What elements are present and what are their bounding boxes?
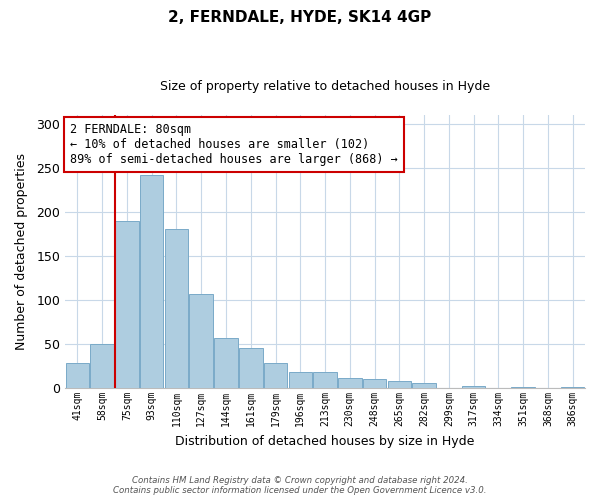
X-axis label: Distribution of detached houses by size in Hyde: Distribution of detached houses by size …	[175, 434, 475, 448]
Bar	[412, 383, 436, 388]
Bar	[313, 372, 337, 388]
Y-axis label: Number of detached properties: Number of detached properties	[15, 153, 28, 350]
Text: 2, FERNDALE, HYDE, SK14 4GP: 2, FERNDALE, HYDE, SK14 4GP	[169, 10, 431, 25]
Bar	[239, 348, 263, 388]
Bar	[140, 175, 163, 388]
Bar	[91, 344, 114, 388]
Bar	[388, 381, 411, 388]
Title: Size of property relative to detached houses in Hyde: Size of property relative to detached ho…	[160, 80, 490, 93]
Bar	[65, 364, 89, 388]
Text: Contains HM Land Registry data © Crown copyright and database right 2024.
Contai: Contains HM Land Registry data © Crown c…	[113, 476, 487, 495]
Bar	[214, 338, 238, 388]
Bar	[264, 364, 287, 388]
Text: 2 FERNDALE: 80sqm
← 10% of detached houses are smaller (102)
89% of semi-detache: 2 FERNDALE: 80sqm ← 10% of detached hous…	[70, 123, 398, 166]
Bar	[338, 378, 362, 388]
Bar	[363, 380, 386, 388]
Bar	[190, 294, 213, 388]
Bar	[165, 228, 188, 388]
Bar	[289, 372, 312, 388]
Bar	[462, 386, 485, 388]
Bar	[115, 220, 139, 388]
